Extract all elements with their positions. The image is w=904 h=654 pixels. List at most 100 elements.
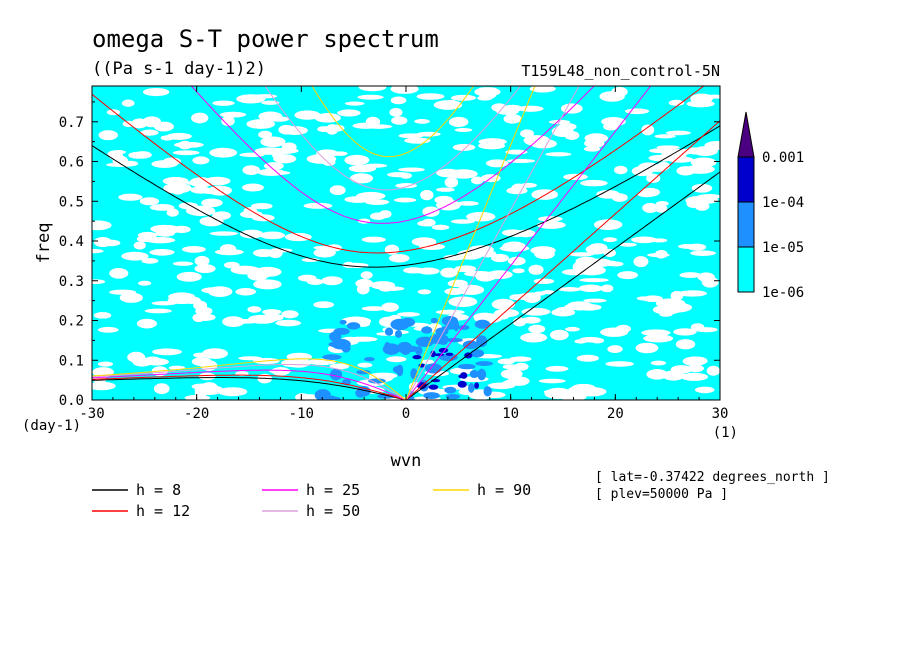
contour-level-2 [476,335,488,348]
contour-gap [360,271,373,279]
contour-gap [551,126,574,137]
contour-gap [269,368,292,374]
contour-gap [121,99,135,107]
contour-gap [606,96,619,102]
contour-gap [566,301,593,311]
contour-gap [662,370,685,381]
contour-gap [235,287,257,296]
contour-gap [445,99,458,109]
contour-gap [593,219,623,231]
y-tick-label: 0.2 [59,314,84,330]
contour-level-2 [341,344,351,353]
contour-gap [178,202,198,210]
contour-gap [398,167,425,172]
contour-gap [358,86,387,92]
contour-gap [420,189,434,201]
contour-gap [194,255,210,266]
contour-gap [675,339,696,350]
contour-gap [530,138,557,149]
contour-gap [253,279,282,290]
contour-gap [635,342,659,354]
lat-annotation: [ lat=-0.37422 degrees_north ] [595,470,830,485]
colorbar-label: 1e-06 [762,285,804,301]
x-tick-label: -30 [79,406,104,422]
contour-gap [418,243,446,251]
contour-gap [357,362,373,368]
contour-gap [457,284,485,296]
legend-label: h = 50 [306,502,360,520]
contour-gap [195,306,213,316]
contour-gap [321,276,343,286]
contour-gap [528,324,546,334]
contour-gap [136,318,158,329]
contour-gap [647,253,670,258]
contour-gap [646,173,661,183]
contour-gap [687,364,705,373]
contour-gap [257,168,285,176]
contour-level-2 [384,327,394,336]
contour-gap [141,257,159,264]
contour-gap [490,253,509,263]
rossby-curve-h25 [92,369,407,400]
gravity-curve-h50 [264,86,522,191]
y-axis-label: freq [34,223,54,264]
contour-gap [365,199,390,205]
contour-gap [579,278,609,283]
contour-gap [97,326,119,333]
contour-gap [356,284,370,295]
contour-gap [568,252,595,257]
contour-level-3 [460,372,468,379]
contour-gap [435,309,465,315]
contour-gap [541,290,555,295]
contour-level-2 [377,393,396,399]
x-tick-label: 20 [607,406,624,422]
contour-gap [561,268,588,276]
contour-gap [239,229,264,239]
contour-gap [97,361,114,367]
contour-gap [387,172,411,178]
legend-label: h = 12 [136,502,190,520]
contour-level-3 [464,352,473,359]
contour-gap [281,126,308,135]
contour-gap [350,173,374,184]
contour-gap [259,231,286,240]
contour-gap [452,143,476,151]
contour-gap [706,365,720,376]
contour-level-2 [355,388,366,398]
contour-gap [691,183,713,193]
contour-gap [454,265,467,273]
contour-gap [271,153,287,158]
y-tick-label: 0.1 [59,353,84,369]
contour-gap [654,134,676,139]
contour-gap [545,365,569,372]
contour-gap [631,236,658,244]
contour-gap [655,201,669,207]
colorbar-extension [737,111,755,158]
colorbar-segment [737,246,755,293]
contour-gap [386,356,407,363]
contour-gap [144,308,172,314]
contour-gap [686,100,715,108]
contour-gap [680,372,709,381]
contour-level-2 [402,345,419,353]
contour-gap [454,127,473,133]
contour-gap [143,358,169,366]
x-tick-label: 0 [402,406,410,422]
contour-gap [512,268,525,274]
contour-gap [583,298,607,303]
legend: h = 8 h = 12 h = 25 h = 50 h = 90 [92,481,531,520]
contour-gap [176,271,202,282]
contour-gap [151,301,177,306]
y-ticks: 0.0 0.1 0.2 0.3 0.4 0.5 0.6 0.7 [59,101,720,409]
kelvin-curve-h25 [405,86,652,400]
contour-gap [601,260,619,267]
contour-gap [381,302,399,312]
contour-gap [219,244,237,254]
contour-gap [448,169,478,179]
contour-gap [678,244,697,249]
contour-gap [263,162,284,170]
contour-gap [576,386,607,397]
contour-level-2 [329,331,342,342]
contour-gap [212,100,235,106]
